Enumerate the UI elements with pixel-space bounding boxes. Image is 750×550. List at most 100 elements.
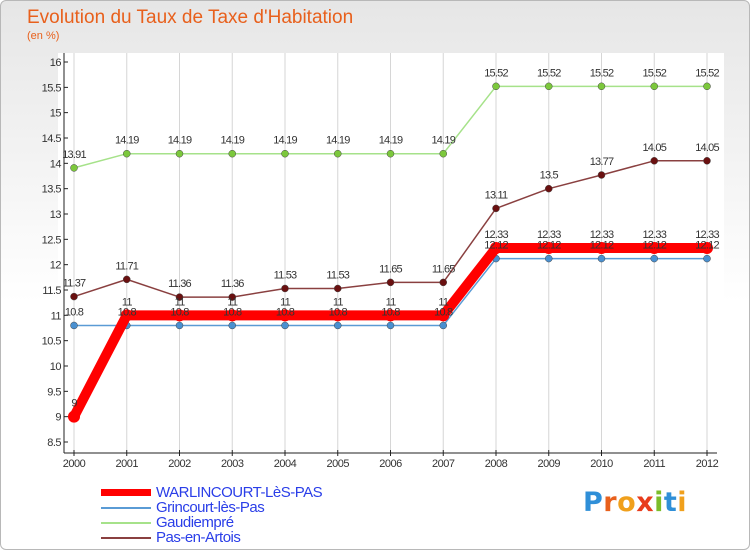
data-label-warlincourt-l-s-pas-2008: 12.33	[484, 229, 508, 241]
data-label-gaudiempr--2001: 14.19	[115, 135, 139, 147]
y-tick-label-9.5: 9.5	[47, 386, 61, 398]
logo-letter: i	[654, 487, 664, 518]
y-tick-label-9: 9	[55, 412, 61, 424]
data-label-gaudiempr--2003: 14.19	[220, 135, 244, 147]
data-point-warlincourt-l-s-pas-2009	[542, 241, 555, 254]
data-label-pas-en-artois-2001: 11.71	[115, 260, 138, 272]
data-label-pas-en-artois-2011: 14.05	[642, 142, 666, 154]
data-point-grincourt-l-s-pas-2010	[597, 254, 606, 263]
data-label-gaudiempr--2011: 15.52	[642, 67, 666, 79]
y-tick-label-16: 16	[50, 57, 62, 69]
data-point-warlincourt-l-s-pas-2001	[120, 309, 133, 322]
y-tick-label-14.5: 14.5	[42, 133, 62, 145]
data-point-warlincourt-l-s-pas-2006	[384, 309, 397, 322]
data-point-gaudiempr--2011	[650, 82, 658, 91]
x-tick-label-2006: 2006	[379, 458, 402, 470]
data-point-pas-en-artois-2005	[334, 284, 342, 293]
data-label-grincourt-l-s-pas-2011: 12.12	[642, 240, 666, 252]
data-label-grincourt-l-s-pas-2002: 10.8	[170, 306, 189, 318]
data-point-grincourt-l-s-pas-2007	[439, 321, 447, 330]
data-label-pas-en-artois-2006: 11.65	[379, 263, 402, 275]
y-tick-label-12.5: 12.5	[42, 234, 62, 246]
data-label-pas-en-artois-2010: 13.77	[590, 156, 614, 168]
data-point-pas-en-artois-2008	[492, 204, 500, 213]
x-tick-label-2001: 2001	[116, 458, 139, 470]
x-tick-label-2012: 2012	[696, 458, 719, 470]
data-point-warlincourt-l-s-pas-2005	[331, 309, 344, 322]
data-label-grincourt-l-s-pas-2004: 10.8	[276, 306, 295, 318]
data-point-warlincourt-l-s-pas-2012	[701, 241, 713, 254]
data-point-gaudiempr--2009	[545, 82, 553, 91]
data-label-grincourt-l-s-pas-2001: 10.8	[118, 306, 137, 318]
data-point-warlincourt-l-s-pas-2010	[595, 241, 608, 254]
y-tick-label-12: 12	[50, 260, 62, 272]
data-point-pas-en-artois-2006	[386, 278, 395, 287]
data-label-warlincourt-l-s-pas-2011: 12.33	[642, 229, 666, 241]
x-tick-label-2007: 2007	[432, 458, 455, 470]
data-label-grincourt-l-s-pas-2003: 10.8	[223, 306, 242, 318]
data-label-pas-en-artois-2009: 13.5	[540, 170, 559, 182]
y-tick-label-10.5: 10.5	[42, 336, 62, 348]
data-point-gaudiempr--2001	[123, 149, 131, 158]
data-label-warlincourt-l-s-pas-2001: 11	[122, 296, 133, 308]
data-point-gaudiempr--2007	[439, 149, 447, 158]
logo-letter: i	[677, 487, 688, 518]
data-point-gaudiempr--2004	[281, 149, 289, 158]
data-label-pas-en-artois-2005: 11.53	[326, 269, 349, 281]
data-point-pas-en-artois-2000	[70, 292, 78, 301]
y-tick-label-11: 11	[51, 310, 62, 322]
data-label-warlincourt-l-s-pas-2005: 11	[333, 296, 344, 308]
data-label-gaudiempr--2000: 13.91	[62, 149, 86, 161]
legend-swatch-warlincourt	[101, 489, 151, 496]
data-point-warlincourt-l-s-pas-2003	[226, 309, 239, 322]
y-tick-label-10: 10	[50, 361, 62, 373]
data-label-warlincourt-l-s-pas-2002: 11	[175, 296, 186, 308]
data-label-pas-en-artois-2000: 11.37	[63, 278, 86, 290]
data-point-grincourt-l-s-pas-2011	[650, 254, 658, 263]
data-label-gaudiempr--2005: 14.19	[326, 135, 350, 147]
data-point-grincourt-l-s-pas-2003	[228, 321, 236, 330]
series-lines	[68, 82, 713, 423]
legend-swatch-gaudiempre	[101, 522, 151, 524]
data-label-grincourt-l-s-pas-2006: 10.8	[381, 306, 400, 318]
data-point-gaudiempr--2010	[597, 82, 606, 91]
data-point-gaudiempr--2006	[386, 149, 395, 158]
x-tick-label-2004: 2004	[274, 458, 297, 470]
data-label-pas-en-artois-2003: 11.36	[221, 278, 244, 290]
data-point-grincourt-l-s-pas-2004	[281, 321, 289, 330]
data-point-grincourt-l-s-pas-2006	[386, 321, 395, 330]
data-label-warlincourt-l-s-pas-2000: 9	[71, 398, 77, 410]
data-label-warlincourt-l-s-pas-2009: 12.33	[537, 229, 561, 241]
data-label-pas-en-artois-2008: 13.11	[485, 189, 508, 201]
data-point-grincourt-l-s-pas-2002	[175, 321, 184, 330]
data-point-gaudiempr--2003	[228, 149, 236, 158]
data-point-gaudiempr--2000	[70, 164, 78, 172]
data-point-warlincourt-l-s-pas-2004	[279, 309, 291, 322]
logo-letter: o	[617, 487, 637, 518]
y-tick-label-15.5: 15.5	[42, 82, 62, 94]
data-label-gaudiempr--2004: 14.19	[273, 135, 297, 147]
data-label-gaudiempr--2006: 14.19	[379, 135, 403, 147]
y-tick-label-13: 13	[50, 209, 62, 221]
data-label-warlincourt-l-s-pas-2010: 12.33	[590, 229, 614, 241]
legend-label-grincourt: Grincourt-lès-Pas	[156, 499, 265, 516]
data-point-pas-en-artois-2002	[175, 293, 184, 301]
x-tick-label-2000: 2000	[63, 458, 86, 470]
data-label-grincourt-l-s-pas-2012: 12.12	[695, 240, 719, 252]
x-tick-label-2002: 2002	[168, 458, 191, 470]
data-point-warlincourt-l-s-pas-2007	[437, 309, 450, 322]
data-label-warlincourt-l-s-pas-2003: 11	[227, 296, 238, 308]
data-point-grincourt-l-s-pas-2000	[70, 321, 78, 330]
data-point-pas-en-artois-2010	[597, 171, 606, 179]
legend-label-gaudiempre: Gaudiempré	[156, 514, 234, 531]
data-point-gaudiempr--2012	[703, 82, 711, 91]
logo-letter: r	[603, 487, 618, 518]
proxiti-logo: Proxiti	[583, 487, 687, 518]
logo-letter: P	[583, 487, 604, 518]
data-point-pas-en-artois-2001	[123, 275, 131, 284]
data-point-warlincourt-l-s-pas-2011	[648, 241, 661, 254]
data-label-pas-en-artois-2002: 11.36	[168, 278, 191, 290]
data-point-grincourt-l-s-pas-2009	[545, 254, 553, 263]
data-point-pas-en-artois-2009	[545, 184, 553, 193]
